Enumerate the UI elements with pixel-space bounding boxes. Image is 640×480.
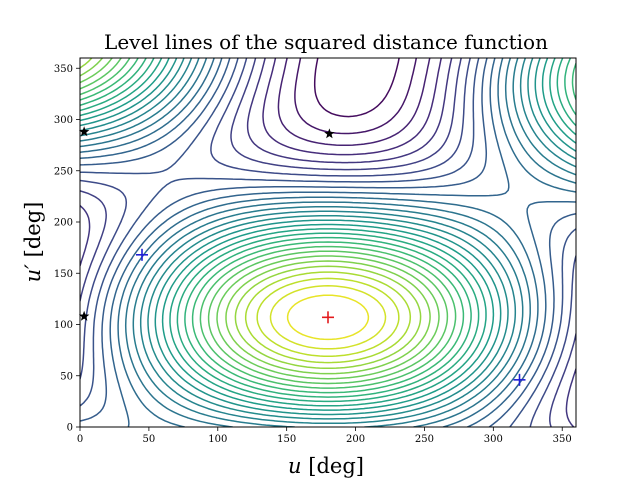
contour-level	[80, 58, 576, 394]
saddle-star-marker	[324, 128, 335, 139]
contour-level	[80, 58, 576, 427]
saddle-star-marker	[78, 310, 90, 321]
x-tick-label: 100	[208, 434, 227, 445]
x-tick-label: 250	[415, 434, 434, 445]
contour-level	[286, 294, 370, 341]
x-tick-label: 200	[346, 434, 365, 445]
minimum-plus-marker	[322, 311, 334, 324]
y-axis-label: u′ [deg]	[21, 202, 45, 283]
y-tick-label: 250	[54, 166, 73, 177]
contour-lines	[80, 58, 576, 427]
contour-level	[80, 58, 457, 389]
contour-level	[80, 58, 449, 385]
saddle-star-marker	[78, 126, 90, 137]
marker-layer	[78, 126, 526, 386]
plot-frame	[79, 57, 577, 428]
y-axis-ticks: 0 50 100 150 200 250 300 350	[54, 64, 80, 434]
x-axis-ticks: 0 50 100 150 200 250 300 350	[77, 427, 572, 445]
y-tick-label: 100	[54, 320, 73, 331]
contour-level	[256, 277, 400, 357]
contour-level	[80, 58, 576, 427]
contour-level	[80, 58, 422, 370]
x-tick-label: 0	[77, 434, 83, 445]
contour-level	[80, 58, 576, 398]
x-tick-label: 350	[553, 434, 572, 445]
y-tick-label: 200	[54, 218, 73, 229]
contour-level	[80, 58, 440, 380]
y-tick-label: 0	[67, 423, 73, 434]
chart-title: Level lines of the squared distance func…	[104, 30, 548, 54]
contour-level	[80, 58, 576, 407]
contour-level	[80, 58, 576, 411]
blue-plus-marker	[513, 373, 526, 386]
x-tick-label: 300	[484, 434, 503, 445]
contour-level	[80, 58, 576, 427]
y-tick-label: 350	[54, 64, 73, 75]
contour-level	[80, 58, 576, 425]
contour-level	[313, 58, 400, 118]
y-tick-label: 150	[54, 269, 73, 280]
contour-level	[80, 58, 576, 403]
x-tick-label: 150	[277, 434, 296, 445]
contour-level	[80, 58, 431, 375]
contour-level	[80, 58, 576, 427]
contour-level	[80, 58, 576, 427]
contour-level	[80, 58, 576, 420]
contour-level	[262, 58, 443, 156]
y-tick-label: 50	[60, 371, 73, 382]
contour-level	[80, 58, 576, 427]
contour-level	[80, 58, 576, 416]
blue-plus-marker	[136, 248, 148, 261]
contour-level	[80, 58, 576, 427]
contour-level	[294, 58, 418, 135]
x-tick-label: 50	[143, 434, 156, 445]
y-tick-label: 300	[54, 115, 73, 126]
contour-level	[269, 285, 387, 350]
x-axis-label: u [deg]	[288, 454, 364, 478]
contour-level	[80, 58, 576, 427]
contour-level	[277, 58, 431, 147]
contour-level	[80, 58, 412, 364]
